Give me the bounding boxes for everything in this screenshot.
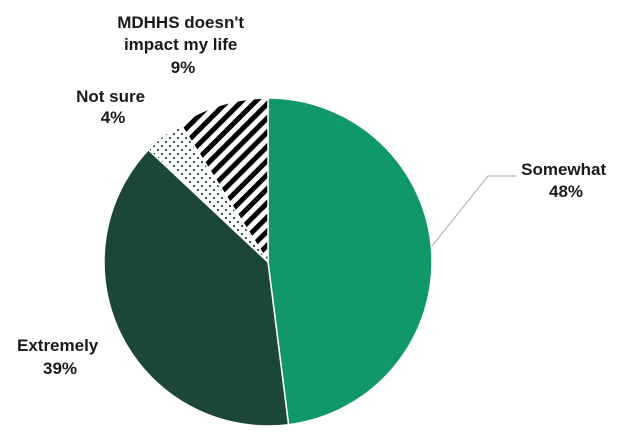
slice-label-mdhhs: MDHHS doesn't impact my life 9% — [117, 13, 249, 77]
slice-label-not-sure: Not sure 4% — [76, 87, 150, 127]
leader-line-somewhat — [431, 175, 516, 247]
pie-slice-somewhat — [267, 97, 433, 426]
pie-slices — [103, 97, 433, 427]
slice-label-somewhat: Somewhat 48% — [521, 160, 611, 201]
pie-slice-mdhhs-doesn-t-impact-my-life — [179, 97, 269, 265]
leader-lines — [431, 175, 516, 247]
slice-label-extremely: Extremely 39% — [17, 336, 103, 378]
pie-slice-extremely — [103, 148, 290, 427]
